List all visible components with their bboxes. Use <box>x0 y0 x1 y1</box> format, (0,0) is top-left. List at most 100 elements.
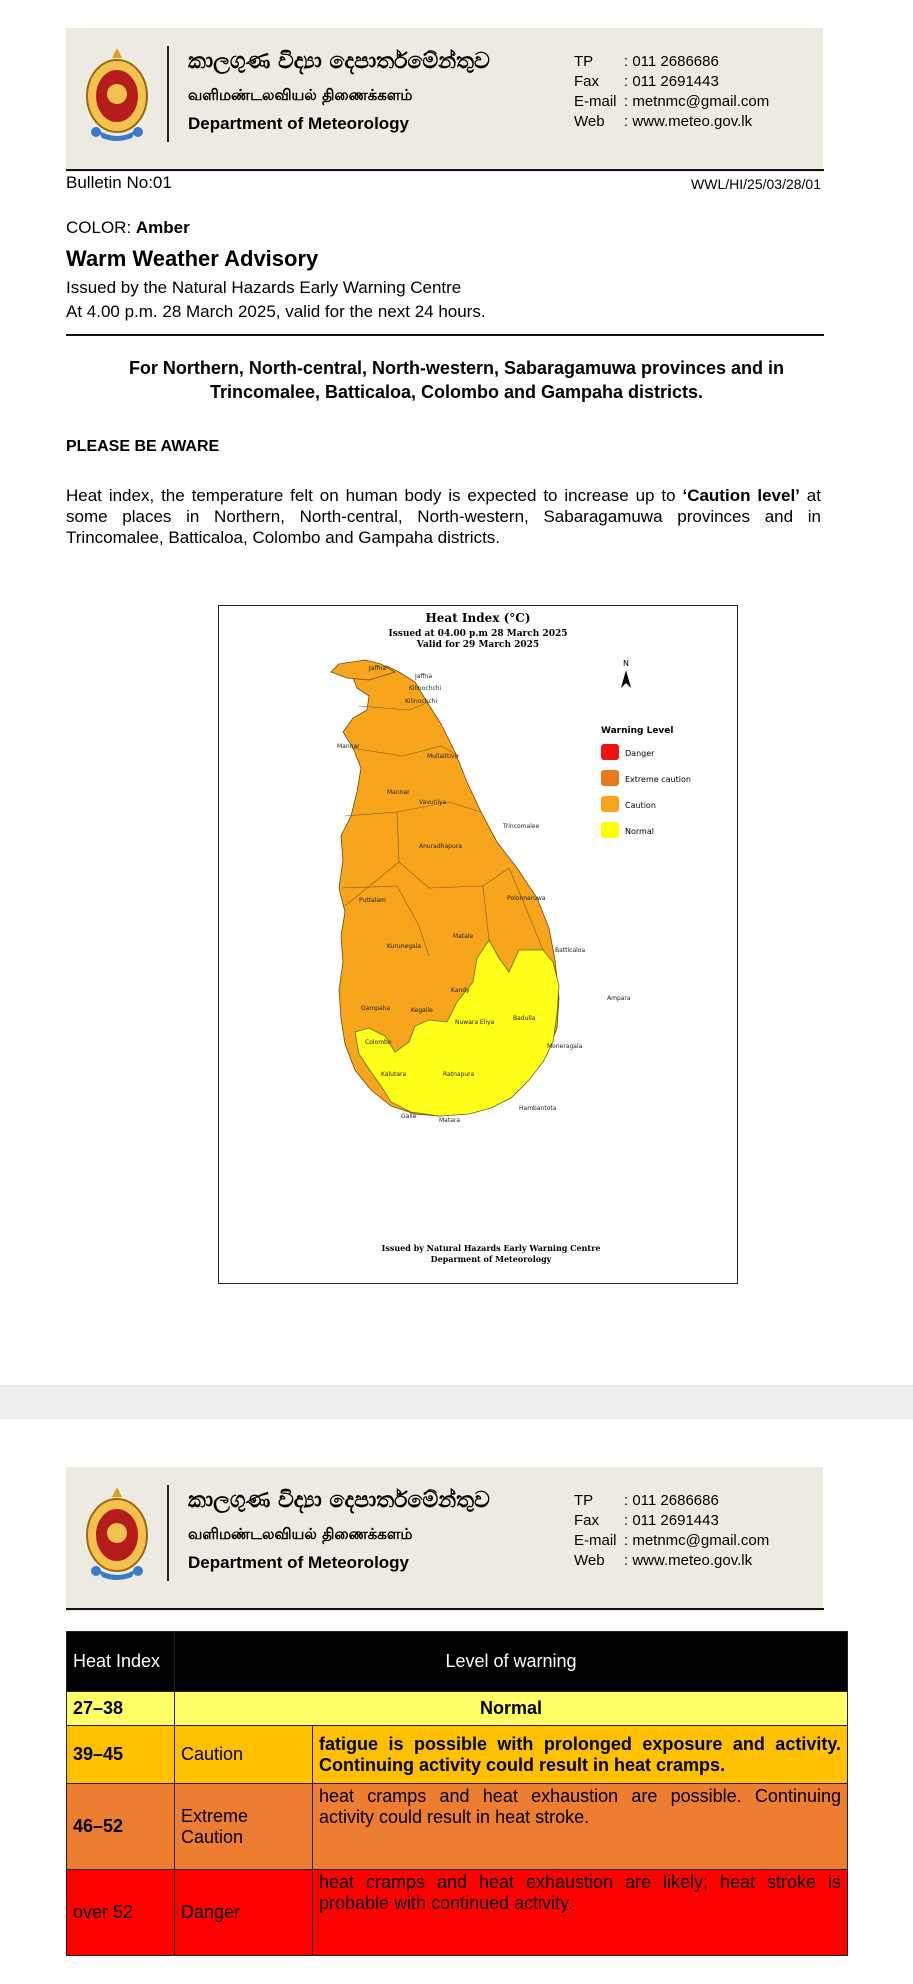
advisory-message: Heat index, the temperature felt on huma… <box>66 486 821 547</box>
legend-title: Warning Level <box>601 726 674 736</box>
table-row-extreme-caution: 46–52 Extreme Caution heat cramps and he… <box>66 1783 848 1870</box>
contact-row: E-mail: metnmc@gmail.com <box>574 93 770 110</box>
map-normal-region <box>354 939 560 1117</box>
color-value: Amber <box>135 218 190 237</box>
department-name-sinhala: කාලගුණ විද්‍යා දෙපාර්තමේන්තුව <box>188 48 490 74</box>
bulletin-reference: WWL/HI/25/03/28/01 <box>691 176 821 192</box>
department-name-tamil: வளிமண்டலவியல் திணைக்களம் <box>188 1525 413 1543</box>
heat-index-range: 46–52 <box>66 1783 175 1870</box>
district-label: Mannar <box>387 789 410 796</box>
district-boundaries <box>340 701 544 957</box>
district-label: Jaffna <box>368 665 386 672</box>
sri-lanka-emblem-icon <box>86 1487 148 1580</box>
legend-swatch-normal <box>601 822 619 838</box>
contact-row: E-mail: metnmc@gmail.com <box>574 1532 770 1549</box>
warning-description: fatigue is possible with prolonged expos… <box>312 1725 848 1784</box>
contact-row: Fax: 011 2691443 <box>574 73 719 90</box>
legend-swatch-danger <box>601 744 619 760</box>
heat-index-warning-table: Heat Index Level of warning 27–38 Normal… <box>66 1631 848 1956</box>
district-label: Galle <box>401 1113 417 1120</box>
department-name-sinhala: කාලගුණ විද්‍යා දෙපාර්තමේන්තුව <box>188 1487 490 1513</box>
district-label: Kegalle <box>411 1007 433 1014</box>
heat-index-map-svg: Heat Index (°C) Issued at 04.00 p.m 28 M… <box>330 611 691 1264</box>
letterhead: කාලගුණ විද්‍යා දෙපාර්තමේන්තුව வளிமண்டலவி… <box>66 28 823 172</box>
bulletin-page-2: කාලගුණ විද්‍යා දෙපාර්තමේන්තුව வளிமண்டலவி… <box>0 1419 913 1984</box>
table-header-heat-index: Heat Index <box>66 1631 175 1692</box>
header-rule <box>66 169 824 171</box>
table-row-danger: over 52 Danger heat cramps and heat exha… <box>66 1869 848 1956</box>
map-issued: Issued at 04.00 p.m 28 March 2025 <box>389 629 568 639</box>
heat-index-range: 39–45 <box>66 1725 175 1784</box>
map-legend: Warning Level Danger Extreme caution Cau… <box>601 726 691 838</box>
department-name-english: Department of Meteorology <box>188 114 410 133</box>
map-jaffna-region <box>330 659 397 681</box>
warning-level: Caution <box>174 1725 313 1784</box>
contact-block: TP: 011 2686686 Fax: 011 2691443 E-mail:… <box>574 1491 769 1571</box>
sri-lanka-emblem-icon <box>86 48 148 141</box>
legend-swatch-caution <box>601 796 619 812</box>
district-label: Gampaha <box>361 1005 390 1012</box>
warning-description: heat cramps and heat exhaustion are like… <box>312 1869 848 1956</box>
district-label: Vavuniya <box>419 799 447 806</box>
district-label: Kilinochchi <box>405 698 438 705</box>
legend-label: Caution <box>625 801 656 810</box>
table-row-caution: 39–45 Caution fatigue is possible with p… <box>66 1725 848 1784</box>
district-label: Jaffna <box>414 673 432 680</box>
district-label: Kilinochchi <box>409 685 442 692</box>
letterhead-divider <box>167 1485 169 1581</box>
contact-row: TP: 011 2686686 <box>574 1492 719 1509</box>
advisory-title: Warm Weather Advisory <box>66 246 319 271</box>
page-separator <box>0 1385 913 1420</box>
heat-index-range: 27–38 <box>66 1691 175 1726</box>
bulletin-page-1: කාලගුණ විද්‍යා දෙපාර්තමේන්තුව வளிமண்டலவி… <box>66 28 824 1284</box>
map-footer-department: Deparment of Meteorology <box>431 1254 552 1264</box>
district-label: Kandy <box>451 987 470 994</box>
district-label: Mullaittivu <box>427 753 459 760</box>
contact-row: TP: 011 2686686 <box>574 53 719 70</box>
heat-index-range: over 52 <box>66 1869 175 1956</box>
contact-row: Web: www.meteo.gov.lk <box>574 1552 753 1569</box>
district-label: Ampara <box>607 995 631 1002</box>
department-name-english: Department of Meteorology <box>188 1553 410 1572</box>
svg-text:N: N <box>623 659 629 668</box>
issued-at: At 4.00 p.m. 28 March 2025, valid for th… <box>66 302 486 321</box>
north-arrow-icon: N <box>621 659 631 688</box>
caution-level-emphasis: ‘Caution level’ <box>682 486 800 505</box>
legend-label: Normal <box>625 827 654 836</box>
district-label: Ratnapura <box>443 1071 475 1078</box>
regions-line-1: For Northern, North-central, North-weste… <box>128 358 785 378</box>
legend-label: Danger <box>625 749 655 758</box>
contact-block: TP: 011 2686686 Fax: 011 2691443 E-mail:… <box>574 52 769 132</box>
district-label: Nuwara Eliya <box>455 1019 495 1026</box>
map-valid: Valid for 29 March 2025 <box>416 640 539 650</box>
warning-level: Normal <box>174 1691 848 1726</box>
section-rule <box>66 334 824 336</box>
district-label: Kurunegala <box>387 943 421 950</box>
issued-by: Issued by the Natural Hazards Early Warn… <box>66 278 462 297</box>
table-header-level: Level of warning <box>174 1631 848 1692</box>
regions-line-2: Trincomalee, Batticaloa, Colombo and Gam… <box>209 382 704 402</box>
warning-level: Extreme Caution <box>174 1783 313 1870</box>
map-title: Heat Index (°C) <box>425 611 530 625</box>
district-label: Trincomalee <box>502 823 540 830</box>
district-labels: Jaffna Jaffna Kilinochchi Kilinochchi Ma… <box>337 665 631 1124</box>
district-label: Kalutara <box>381 1071 406 1078</box>
warning-level: Danger <box>174 1869 313 1956</box>
contact-row: Web: www.meteo.gov.lk <box>574 113 753 130</box>
contact-row: Fax: 011 2691443 <box>574 1512 719 1529</box>
district-label: Badulla <box>513 1015 536 1022</box>
heat-index-map: Heat Index (°C) Issued at 04.00 p.m 28 M… <box>218 605 738 1284</box>
department-name-tamil: வளிமண்டலவியல் திணைக்களம் <box>188 86 413 104</box>
district-label: Hambantota <box>519 1105 557 1112</box>
legend-label: Extreme caution <box>625 775 691 784</box>
table-row-normal: 27–38 Normal <box>66 1691 848 1726</box>
district-label: Anuradhapura <box>419 843 462 850</box>
header-rule <box>66 1608 824 1610</box>
district-label: Polonnaruwa <box>507 895 546 902</box>
letterhead: කාලගුණ විද්‍යා දෙපාර්තමේන්තුව வளிமண்டலவி… <box>66 1467 823 1611</box>
district-label: Matale <box>453 933 474 940</box>
legend-swatch-extreme-caution <box>601 770 619 786</box>
map-footer-centre: Issued by Natural Hazards Early Warning … <box>382 1243 601 1253</box>
district-label: Colombo <box>365 1039 392 1046</box>
district-label: Matara <box>439 1117 460 1124</box>
